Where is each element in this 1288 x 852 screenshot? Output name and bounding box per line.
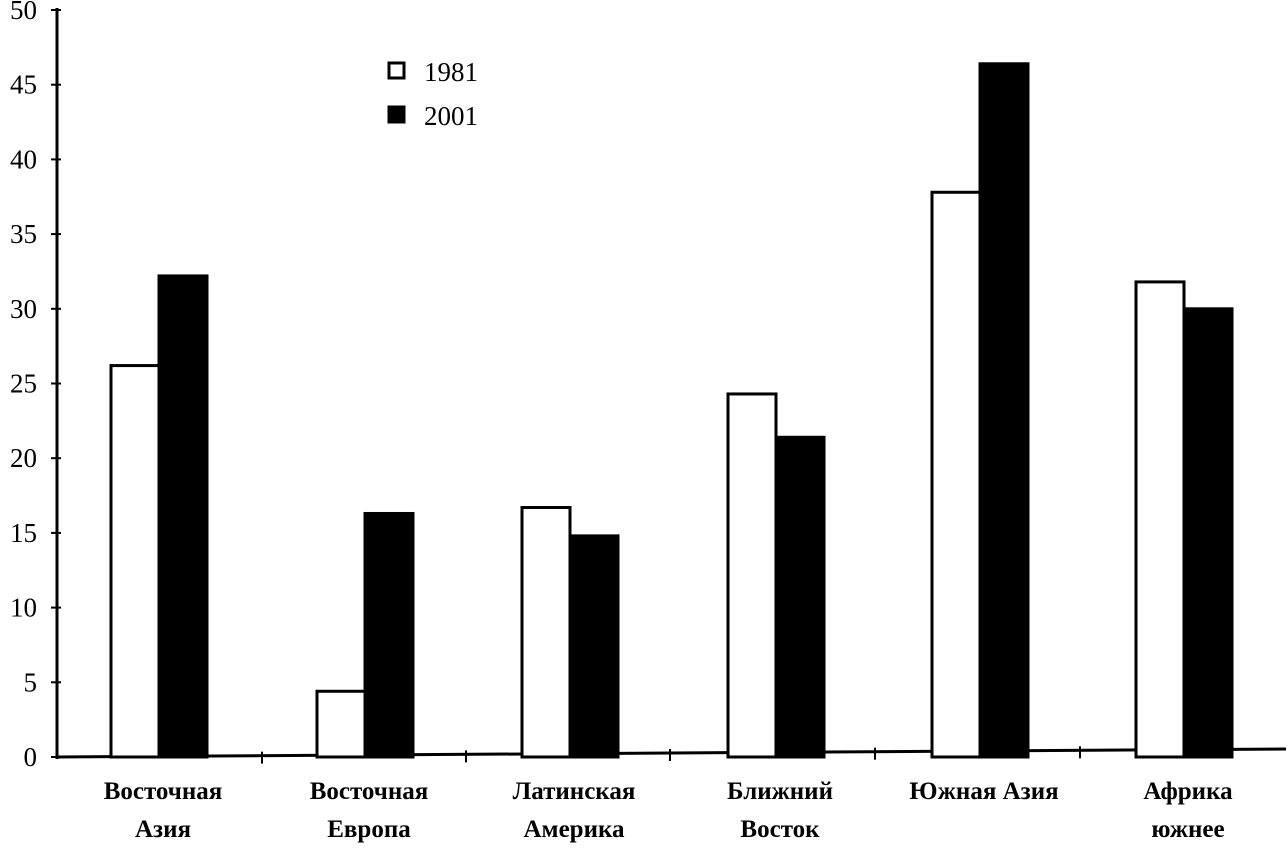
y-tick-label: 50 xyxy=(10,0,37,25)
bar-2001-5 xyxy=(1182,307,1234,759)
bar-1981-0 xyxy=(109,364,161,759)
legend: 1981 2001 xyxy=(387,57,478,131)
y-tick-label: 40 xyxy=(10,144,37,174)
bar-2001-4 xyxy=(978,62,1030,759)
y-tick-label: 15 xyxy=(10,518,37,548)
bar-1981-3 xyxy=(726,392,778,759)
bar-1981-1 xyxy=(315,689,367,759)
category-label: Азия xyxy=(135,816,191,843)
legend-swatch-2001 xyxy=(387,105,406,124)
legend-label-2001: 2001 xyxy=(424,101,478,131)
bar-1981-5 xyxy=(1134,280,1186,759)
legend-label-1981: 1981 xyxy=(424,57,478,87)
category-label: Ближний xyxy=(727,778,833,805)
y-tick-label: 5 xyxy=(24,667,38,697)
category-label: Европа xyxy=(327,816,411,843)
bar-2001-0 xyxy=(157,274,209,759)
bar-1981-4 xyxy=(930,190,982,759)
y-tick-label: 20 xyxy=(10,443,37,473)
y-tick-label: 45 xyxy=(10,70,37,100)
bar-2001-2 xyxy=(568,534,620,759)
category-label: Америка xyxy=(523,816,625,843)
bar-2001-1 xyxy=(363,511,415,759)
category-label: Африка xyxy=(1143,778,1233,805)
y-tick-label: 25 xyxy=(10,369,37,399)
y-tick-label: 10 xyxy=(10,593,37,623)
category-label: Латинская xyxy=(513,778,636,805)
legend-swatch-1981 xyxy=(387,61,406,80)
category-label: Южная Азия xyxy=(909,778,1058,805)
y-tick-label: 35 xyxy=(10,219,37,249)
category-label: Восточная xyxy=(104,778,223,805)
x-axis-line xyxy=(56,747,1287,759)
bar-1981-2 xyxy=(520,506,572,759)
category-label: Восток xyxy=(740,816,820,843)
category-label: Восточная xyxy=(310,778,429,805)
category-label: южнее xyxy=(1151,816,1224,843)
bars xyxy=(109,62,1234,759)
y-tick-label: 30 xyxy=(10,294,37,324)
axes: 0 5 10 15 20 25 30 35 40 45 50 Восточная Азия Восточн… xyxy=(10,0,1287,843)
bar-2001-3 xyxy=(774,435,826,759)
y-tick-label: 0 xyxy=(24,742,38,772)
